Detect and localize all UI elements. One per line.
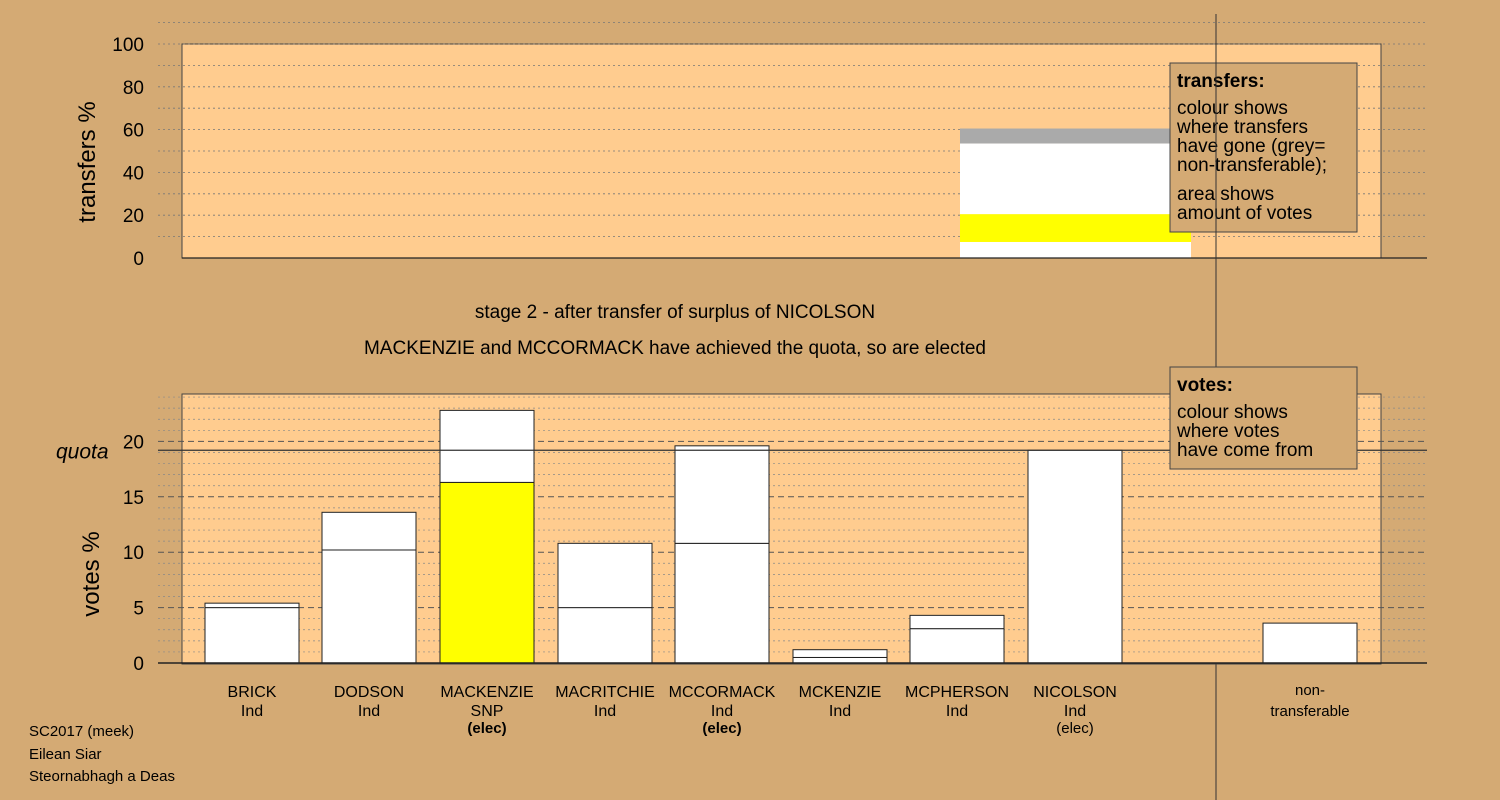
votes-bars [204,409,1358,664]
votes-y-ticks: 0 5 10 15 20 [123,432,144,675]
vote-segment [674,445,770,544]
candidate-name: MCPHERSON [905,684,1009,701]
votes-y-axis-label: votes % [78,531,105,616]
transfers-y-tick-label: 100 [112,35,144,56]
transfers-legend-title: transfers: [1177,71,1265,92]
transfers-legend-line: where transfers [1176,117,1308,138]
transfers-legend-line: colour shows [1177,98,1288,119]
transfer-segment [960,241,1191,258]
footer-info: SC2017 (meek) Eilean Siar Steornabhagh a… [29,723,175,785]
vote-segment [792,649,888,658]
transfers-legend-line: non-transferable); [1177,155,1327,176]
transfers-chart: 0 20 40 60 80 100 transfers % transfers: colo… [74,22,1427,270]
transfer-segment [960,214,1191,242]
transfers-legend-box [1169,62,1358,233]
transfers-legend-line: area shows [1177,184,1274,205]
vote-segment [321,511,417,551]
candidate-party: Ind [594,703,616,720]
votes-y-tick-label: 5 [133,599,144,620]
votes-legend: votes: colour shows where votes have com… [1169,366,1358,470]
transfers-legend-line: have gone (grey= [1177,136,1325,157]
elected-description: MACKENZIE and MCCORMACK have achieved th… [364,338,986,359]
candidate-name: MACKENZIE [440,684,533,701]
transfers-legend: transfers: colour shows where transfers … [1169,62,1358,233]
stage-description: stage 2 - after transfer of surplus of N… [475,302,875,323]
candidate-party: Ind [1064,703,1086,720]
candidate-party: Ind [358,703,380,720]
vote-segment [204,607,300,664]
transfers-y-ticks: 0 20 40 60 80 100 [112,35,144,270]
transfers-y-tick-label: 60 [123,121,144,142]
footer-election: SC2017 (meek) [29,723,134,740]
candidate-party: Ind [241,703,263,720]
vote-segment [909,614,1005,630]
footer-ward: Steornabhagh a Deas [29,768,175,785]
transfers-gridlines [158,22,1427,238]
transfers-y-tick-label: 80 [123,78,144,99]
votes-chart: 0 5 10 15 20 quota votes % BRICK Ind DODSON Ind… [56,366,1427,737]
transfers-bars [960,128,1191,258]
transfer-segment [960,143,1191,215]
vote-segment [557,542,653,609]
votes-legend-line: have come from [1177,440,1313,461]
transfers-y-tick-label: 20 [123,206,144,227]
votes-y-tick-label: 20 [123,432,144,453]
vote-segment [1027,449,1123,664]
votes-legend-line: colour shows [1177,402,1288,423]
footer-council: Eilean Siar [29,746,102,763]
quota-label: quota [56,440,109,463]
votes-legend-line: where votes [1176,421,1279,442]
vote-segment [674,542,770,664]
candidate-status: (elec) [467,720,506,737]
votes-legend-title: votes: [1177,375,1233,396]
votes-legend-box [1169,366,1358,470]
candidate-party: Ind [946,703,968,720]
vote-segment [439,481,535,664]
transfers-y-tick-label: 40 [123,163,144,184]
non-transferable-label: transferable [1270,703,1349,720]
candidate-name: BRICK [228,684,277,701]
vote-segment [204,602,300,609]
vote-segment [321,549,417,664]
candidate-status: (elec) [702,720,741,737]
candidate-labels: BRICKIndDODSONIndMACKENZIESNP(elec)MACRI… [228,682,1350,737]
candidate-name: MACRITCHIE [555,684,655,701]
candidate-name: NICOLSON [1033,684,1117,701]
candidate-party: Ind [829,703,851,720]
candidate-name: DODSON [334,684,404,701]
votes-y-tick-label: 10 [123,543,144,564]
vote-segment [439,409,535,483]
candidate-party: Ind [711,703,733,720]
transfer-segment [960,128,1191,144]
vote-segment [909,628,1005,664]
transfers-legend-line: amount of votes [1177,203,1312,224]
votes-y-tick-label: 0 [133,654,144,675]
non-transferable-bar [1262,622,1358,664]
transfers-y-tick-label: 0 [133,249,144,270]
candidate-party: SNP [471,703,504,720]
vote-segment [792,656,888,664]
candidate-name: MCKENZIE [799,684,882,701]
candidate-name: MCCORMACK [669,684,776,701]
vote-segment [557,607,653,664]
transfers-y-axis-label: transfers % [74,101,101,222]
votes-y-tick-label: 15 [123,488,144,509]
non-transferable-label: non- [1295,682,1325,699]
candidate-status: (elec) [1056,720,1094,737]
